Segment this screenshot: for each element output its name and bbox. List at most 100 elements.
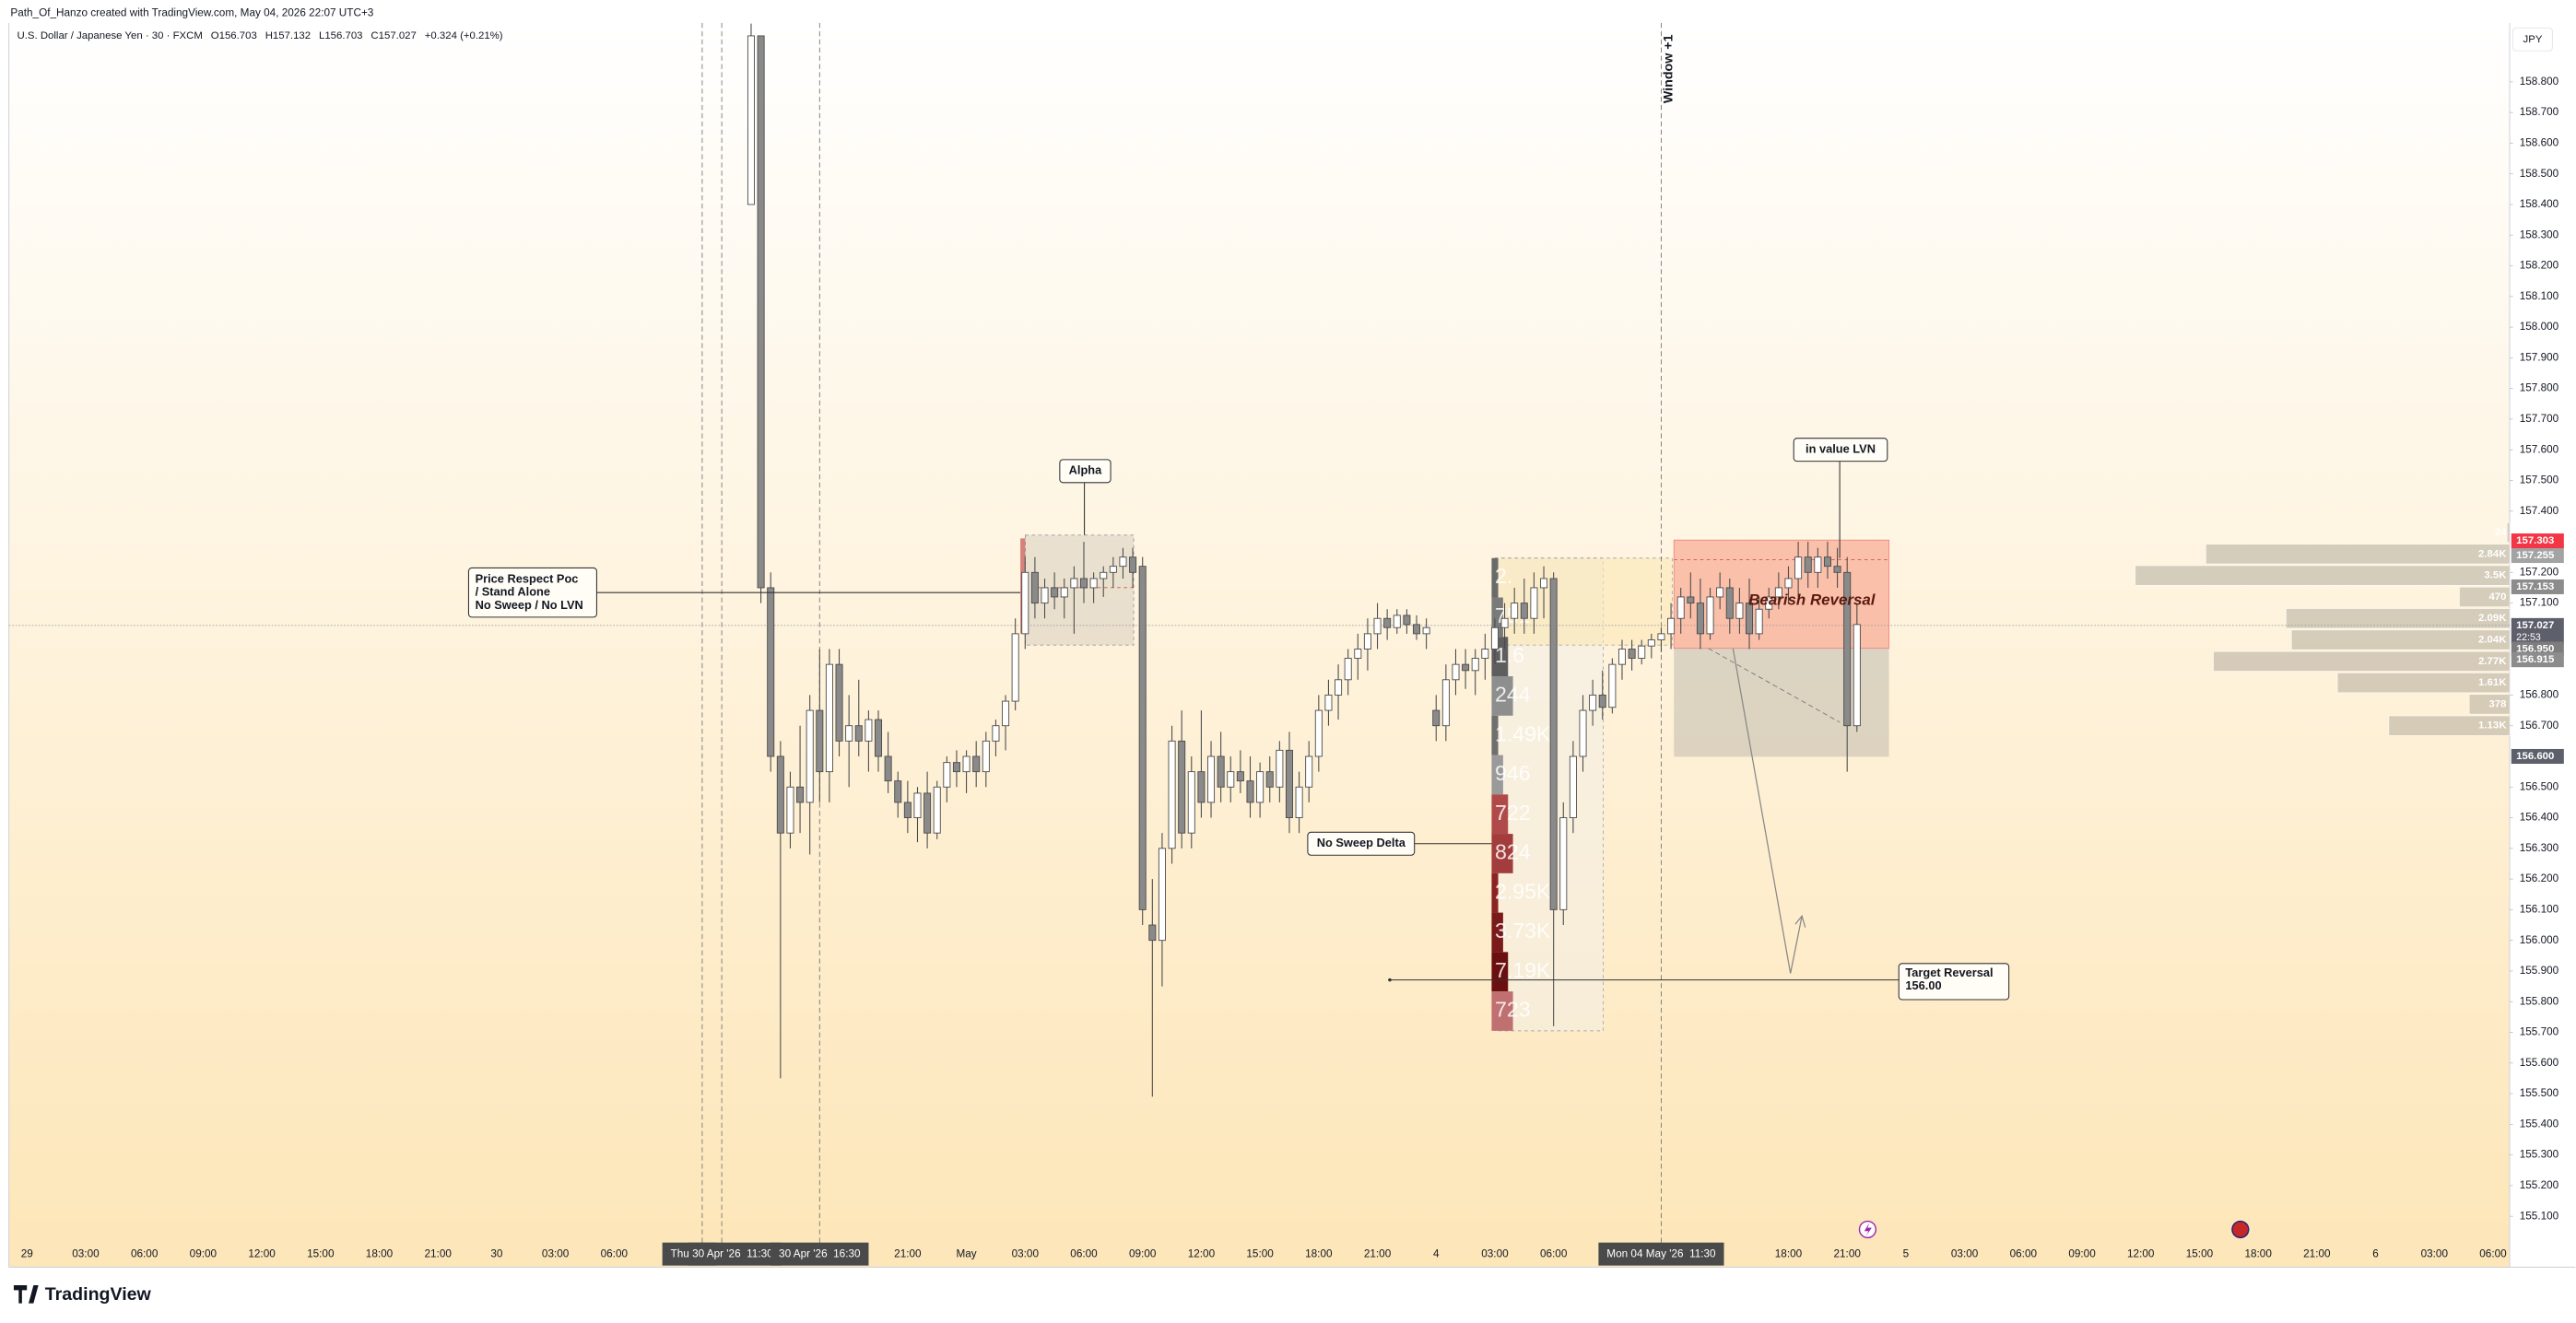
candle-body [1579,709,1587,757]
candle-body [1079,578,1088,589]
candle-body [1002,700,1010,727]
delta-label: 824 [1495,840,1531,864]
y-tick-label: 156.000 [2520,934,2559,946]
candle-body [757,35,765,589]
delta-cell [1491,952,1509,992]
x-tick-label: 4 [1433,1247,1440,1259]
candle-body [816,709,824,773]
candle-body [1823,556,1831,568]
profile-label: 2.04K [2478,635,2507,646]
candle-body [1021,571,1029,635]
price-label-bg [2511,748,2564,765]
poc-line-1: Price Respect Poc [476,571,579,585]
y-tick-label: 156.400 [2520,812,2559,824]
y-tick-label: 156.100 [2520,903,2559,915]
profile-label: 2.84K [2478,548,2507,559]
candle-body [1305,755,1313,788]
profile-label: 378 [2488,698,2506,709]
candle-body [1207,755,1216,803]
x-tick-label: 5 [1903,1247,1910,1259]
candle-body [1158,848,1166,942]
candle-body [1138,566,1147,910]
candle-body [865,719,873,742]
candle-body [1403,615,1411,626]
y-tick-label: 158.100 [2520,290,2559,302]
candle-body [825,663,833,773]
candle-body [1197,771,1206,803]
target-line-2: 156.00 [1905,978,1941,992]
candle-body [1755,608,1763,635]
candle-body [1667,617,1676,635]
x-tick-label: May [956,1247,976,1259]
candle-body [1393,615,1401,628]
y-tick-label: 156.800 [2520,689,2559,701]
x-tick-label: 15:00 [1246,1247,1274,1259]
candle-body [923,792,932,834]
delta-label: 1.49K [1495,721,1551,745]
delta-cell [1491,557,1499,598]
candle-body [1617,649,1626,665]
lvn-label: in value LVN [1806,442,1876,456]
candle-body [1412,624,1421,635]
target-line-1: Target Reversal [1905,966,1993,979]
currency[interactable]: JPY [2523,34,2543,45]
candle-body [1148,924,1157,942]
candle-body [1178,740,1186,834]
candle-body [894,780,902,803]
candle-body [747,35,755,205]
delta-cell [1491,755,1503,795]
x-tick-label: 30 [490,1247,503,1259]
candle-body [1746,603,1754,635]
x-tick-label: 12:00 [248,1247,276,1259]
candle-body [1530,587,1538,619]
candle-body [1100,571,1108,580]
y-tick-label: 158.000 [2520,321,2559,333]
candle-body [1676,596,1685,619]
price-label: 157.153 [2516,581,2554,592]
x-tick-label: 09:00 [1129,1247,1157,1259]
brand: TradingView [45,1284,152,1305]
candle-body [1256,771,1264,803]
y-tick-label: 155.500 [2520,1087,2559,1099]
candle-body [1227,771,1235,788]
x-tick-label: 06:00 [2479,1247,2507,1259]
delta-label: 2. [1495,564,1512,588]
candle-body [1490,626,1499,650]
candle-body [1774,587,1782,598]
currency-box[interactable] [2512,27,2553,52]
price-label-bg [2511,579,2564,594]
candle-body [1500,617,1509,628]
alpha-box [1059,459,1112,484]
candle-body [1804,556,1812,573]
candle-body [1462,663,1470,672]
delta-label: 1.6 [1495,643,1524,667]
delta-box [1307,831,1416,856]
candle-body [1833,566,1841,573]
candle-body [835,663,843,742]
candle-body [1119,556,1127,568]
window-label: Window +1 [1662,34,1676,103]
y-tick-label: 158.600 [2520,137,2559,149]
delta-label: 244 [1495,683,1531,707]
candle-body [875,719,883,757]
event-flag[interactable] [2231,1220,2250,1239]
x-tick-label: 15:00 [307,1247,335,1259]
candle-body [776,755,784,834]
candle-body [1706,596,1714,635]
candle-body [1569,755,1577,818]
y-tick-label: 157.200 [2520,566,2559,578]
value-zone [1494,557,1673,646]
price-label-bg [2511,533,2564,549]
y-tick-label: 156.200 [2520,872,2559,884]
price-label: 156.600 [2516,751,2554,762]
x-tick-label: 6 [2372,1247,2379,1259]
y-tick-label: 157.600 [2520,443,2559,455]
x-tick-label: 06:00 [1540,1247,1568,1259]
marker-label-bg [662,1242,782,1266]
x-tick-label: 21:00 [1364,1247,1392,1259]
delta-cell [1491,715,1499,755]
profile-label: 470 [2488,591,2506,603]
profile-bar [2213,650,2511,672]
marker-label: Thu 30 Apr '26 11:30 [671,1247,774,1259]
y-tick-label: 157.500 [2520,474,2559,486]
